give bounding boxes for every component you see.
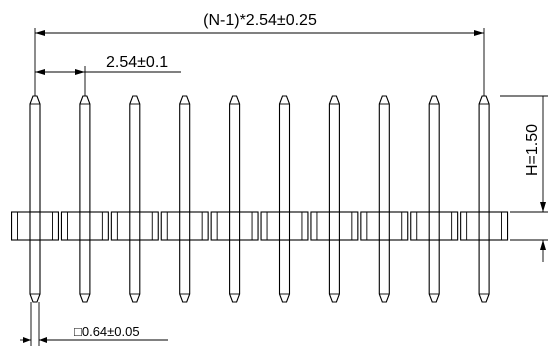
overall-pitch-dimension: (N-1)*2.54±0.25 [34,12,485,96]
pin [278,95,291,303]
pin-in-housing [29,211,41,241]
pitch-arrow-left [35,69,45,75]
pin [428,95,440,303]
section-arrow-right [39,337,47,343]
section-arrow-left [23,337,31,343]
plastic-housing [11,211,509,241]
pitch-dimension: 2.54±0.1 [35,54,181,96]
pin-in-housing [179,211,191,241]
pin-in-housing [79,211,91,241]
pin-in-housing [328,211,340,241]
pin [478,95,490,303]
pin [179,95,191,303]
overall-pitch-label: (N-1)*2.54±0.25 [203,12,317,29]
height-arrow-bottom [540,240,546,250]
pitch-label: 2.54±0.1 [106,54,168,71]
pin-row [29,95,490,303]
pin-in-housing [278,211,291,241]
pin [328,95,340,303]
pin-in-housing [428,211,440,241]
pin [229,95,241,303]
pin-in-housing [378,211,390,241]
height-label: H=1.50 [524,124,541,176]
pin-in-housing [129,211,141,241]
pin-section-dimension: □0.64±0.05 [20,302,168,346]
overall-arrow-left [35,30,45,36]
pitch-arrow-right [75,69,85,75]
pin [29,95,41,303]
pin-in-housing [478,211,490,241]
pin [378,95,390,303]
height-dimension: H=1.50 [500,95,548,262]
pin-section-label: □0.64±0.05 [74,324,140,339]
height-arrow-top [540,202,546,212]
pin-in-housing [229,211,241,241]
pin [79,95,91,303]
overall-arrow-right [474,30,484,36]
pin [129,95,141,303]
